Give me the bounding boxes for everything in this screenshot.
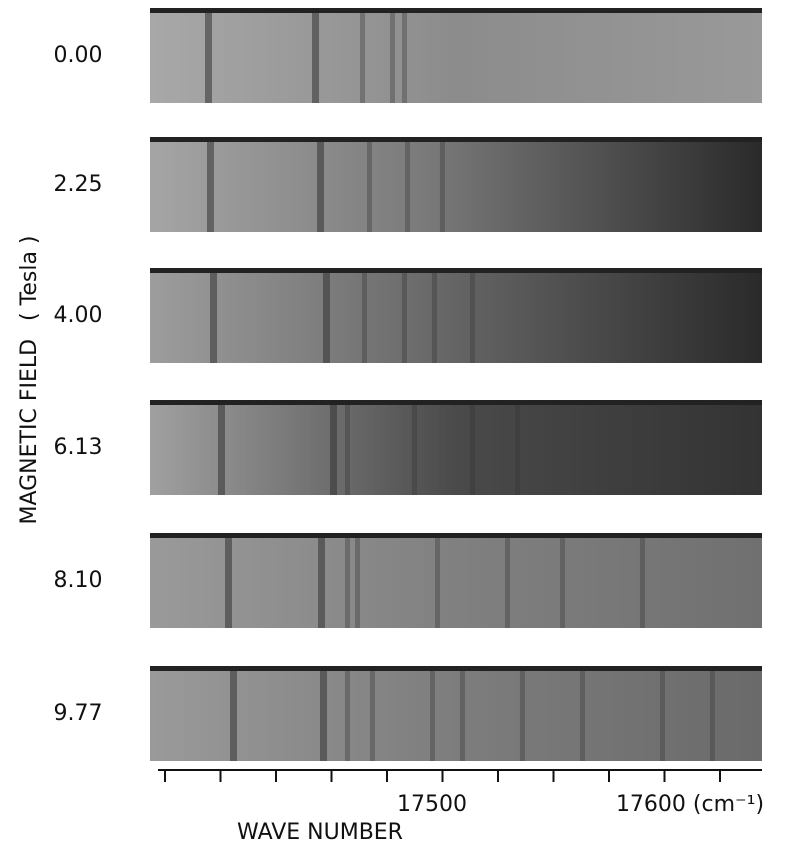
absorption-line	[470, 405, 475, 495]
absorption-line	[218, 405, 225, 495]
absorption-line	[225, 538, 232, 628]
absorption-line	[312, 13, 319, 103]
absorption-line	[412, 405, 417, 495]
absorption-line	[355, 538, 360, 628]
absorption-line	[367, 142, 372, 232]
absorption-line	[580, 671, 585, 761]
field-label: 4.00	[54, 303, 103, 328]
field-label: 8.10	[54, 568, 103, 593]
spectra	[150, 8, 762, 761]
absorption-line	[470, 273, 475, 363]
absorption-line	[460, 671, 465, 761]
y-unit: ( Tesla )	[17, 235, 42, 320]
absorption-line	[402, 13, 407, 103]
absorption-line	[323, 273, 330, 363]
strip-edge	[150, 533, 762, 538]
absorption-line	[432, 273, 437, 363]
absorption-line	[560, 538, 565, 628]
spectrum-strip	[150, 400, 762, 495]
absorption-line	[370, 671, 375, 761]
x-tick-label: 17500	[397, 792, 467, 817]
field-label: 2.25	[54, 172, 103, 197]
absorption-line	[210, 273, 217, 363]
absorption-line	[515, 405, 520, 495]
strip-edge	[150, 137, 762, 142]
absorption-line	[330, 405, 337, 495]
absorption-line	[207, 142, 214, 232]
field-label: 9.77	[54, 701, 103, 726]
absorption-line	[405, 142, 410, 232]
y-axis-title: MAGNETIC FIELD ( Tesla )	[17, 235, 42, 524]
spectrum-strip	[150, 8, 762, 103]
absorption-line	[660, 671, 665, 761]
spectrum-strip	[150, 268, 762, 363]
absorption-line	[505, 538, 510, 628]
strip-edge	[150, 268, 762, 273]
absorption-line	[640, 538, 645, 628]
absorption-line	[360, 13, 365, 103]
absorption-line	[317, 142, 324, 232]
absorption-line	[430, 671, 435, 761]
spectrum-strip	[150, 137, 762, 232]
strip-edge	[150, 400, 762, 405]
absorption-line	[320, 671, 327, 761]
absorption-line	[362, 273, 367, 363]
spectrum-strip	[150, 533, 762, 628]
absorption-line	[402, 273, 407, 363]
absorption-line	[435, 538, 440, 628]
absorption-line	[345, 538, 350, 628]
absorption-line	[230, 671, 237, 761]
absorption-line	[390, 13, 395, 103]
absorption-line	[205, 13, 212, 103]
absorption-line	[440, 142, 445, 232]
x-axis-title: WAVE NUMBER	[237, 820, 403, 845]
absorption-line	[710, 671, 715, 761]
x-ticks	[164, 770, 721, 782]
strip-edge	[150, 8, 762, 13]
field-label: 6.13	[54, 435, 103, 460]
spectrum-strip	[150, 666, 762, 761]
absorption-line	[345, 671, 350, 761]
field-label: 0.00	[54, 43, 103, 68]
strip-edge	[150, 666, 762, 671]
absorption-line	[520, 671, 525, 761]
y-title: MAGNETIC FIELD	[17, 339, 42, 525]
absorption-line	[318, 538, 325, 628]
absorption-line	[345, 405, 350, 495]
x-tick-label: 17600 (cm⁻¹)	[616, 792, 764, 817]
